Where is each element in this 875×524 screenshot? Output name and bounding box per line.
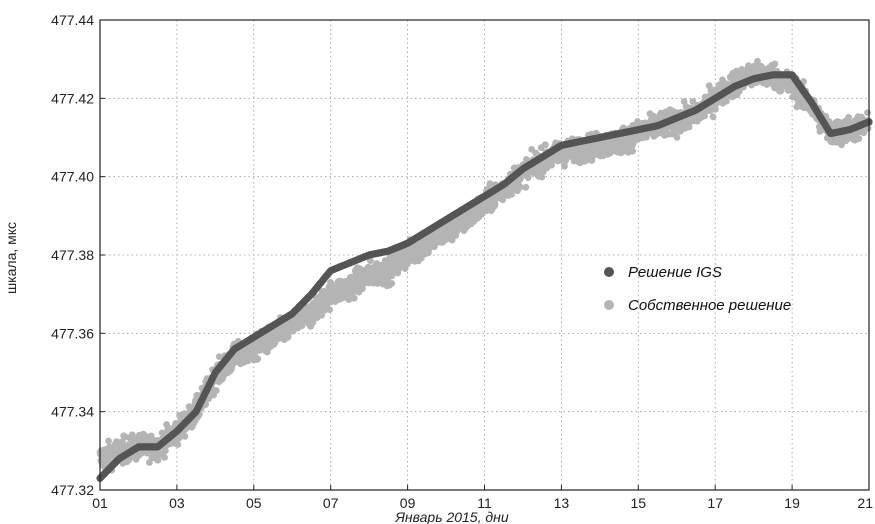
own-solution-point [388,280,396,287]
x-tick-label: 19 [784,495,800,511]
y-tick-label: 477.38 [51,247,94,263]
own-solution-point [345,296,353,303]
x-tick-label: 21 [857,495,873,511]
own-solution-point [709,113,717,121]
own-solution-point [629,147,636,155]
y-tick-label: 477.42 [51,90,94,106]
series-igs-solution [96,71,873,482]
own-solution-point [723,97,730,105]
y-axis-ticks: 477.32 477.34 477.36 477.38 477.40 477.42 477.… [51,12,105,498]
own-solution-point [524,174,532,182]
own-solution-point [212,387,220,394]
x-tick-label: 01 [92,495,108,511]
own-solution-point [181,433,189,440]
y-tick-label: 477.36 [51,325,94,341]
x-tick-label: 13 [554,495,570,511]
own-solution-point [448,236,456,244]
x-axis-ticks: 01 03 05 07 09 11 13 15 17 19 21 [92,485,873,511]
x-tick-label: 17 [707,495,723,511]
grid [100,20,869,490]
y-tick-label: 477.44 [51,12,94,28]
own-solution-point [162,447,169,455]
own-solution-point [838,141,845,149]
own-solution-point [174,441,182,448]
own-solution-point [685,123,693,131]
own-solution-point [105,437,112,445]
y-tick-label: 477.34 [51,404,94,420]
own-solution-point [161,454,168,461]
x-tick-label: 07 [323,495,339,511]
x-tick-label: 05 [246,495,262,511]
own-solution-point [864,109,871,116]
x-tick-label: 09 [400,495,416,511]
own-solution-point [154,456,162,464]
own-solution-point [359,285,366,293]
own-solution-point [845,114,852,121]
own-solution-point [491,201,499,209]
own-solution-point [326,306,333,313]
legend-own-label: Собственное решение [628,297,791,314]
own-solution-point [522,183,530,191]
own-solution-point [309,318,317,326]
x-tick-label: 11 [477,495,492,511]
own-solution-point [486,180,494,188]
own-solution-point [771,60,779,68]
own-solution-point [215,353,223,360]
own-solution-point [712,105,719,113]
own-solution-point [318,311,325,319]
y-axis-label: шкала, мкс [3,222,19,294]
own-solution-point [541,141,549,149]
own-solution-point [855,135,863,143]
legend-own-marker [604,300,614,310]
y-tick-label: 477.40 [51,169,94,185]
own-solution-point [350,294,358,302]
x-axis-label: Январь 2015, дни [394,509,508,524]
x-tick-label: 03 [169,495,185,511]
x-tick-label: 15 [631,495,647,511]
legend: Решение IGS Собственное решение [604,264,791,314]
own-solution-point [516,183,524,191]
own-solution-point [254,355,262,362]
legend-igs-label: Решение IGS [628,264,722,281]
legend-igs-marker [604,267,614,277]
own-solution-point [673,133,681,141]
y-tick-label: 477.32 [51,482,94,498]
